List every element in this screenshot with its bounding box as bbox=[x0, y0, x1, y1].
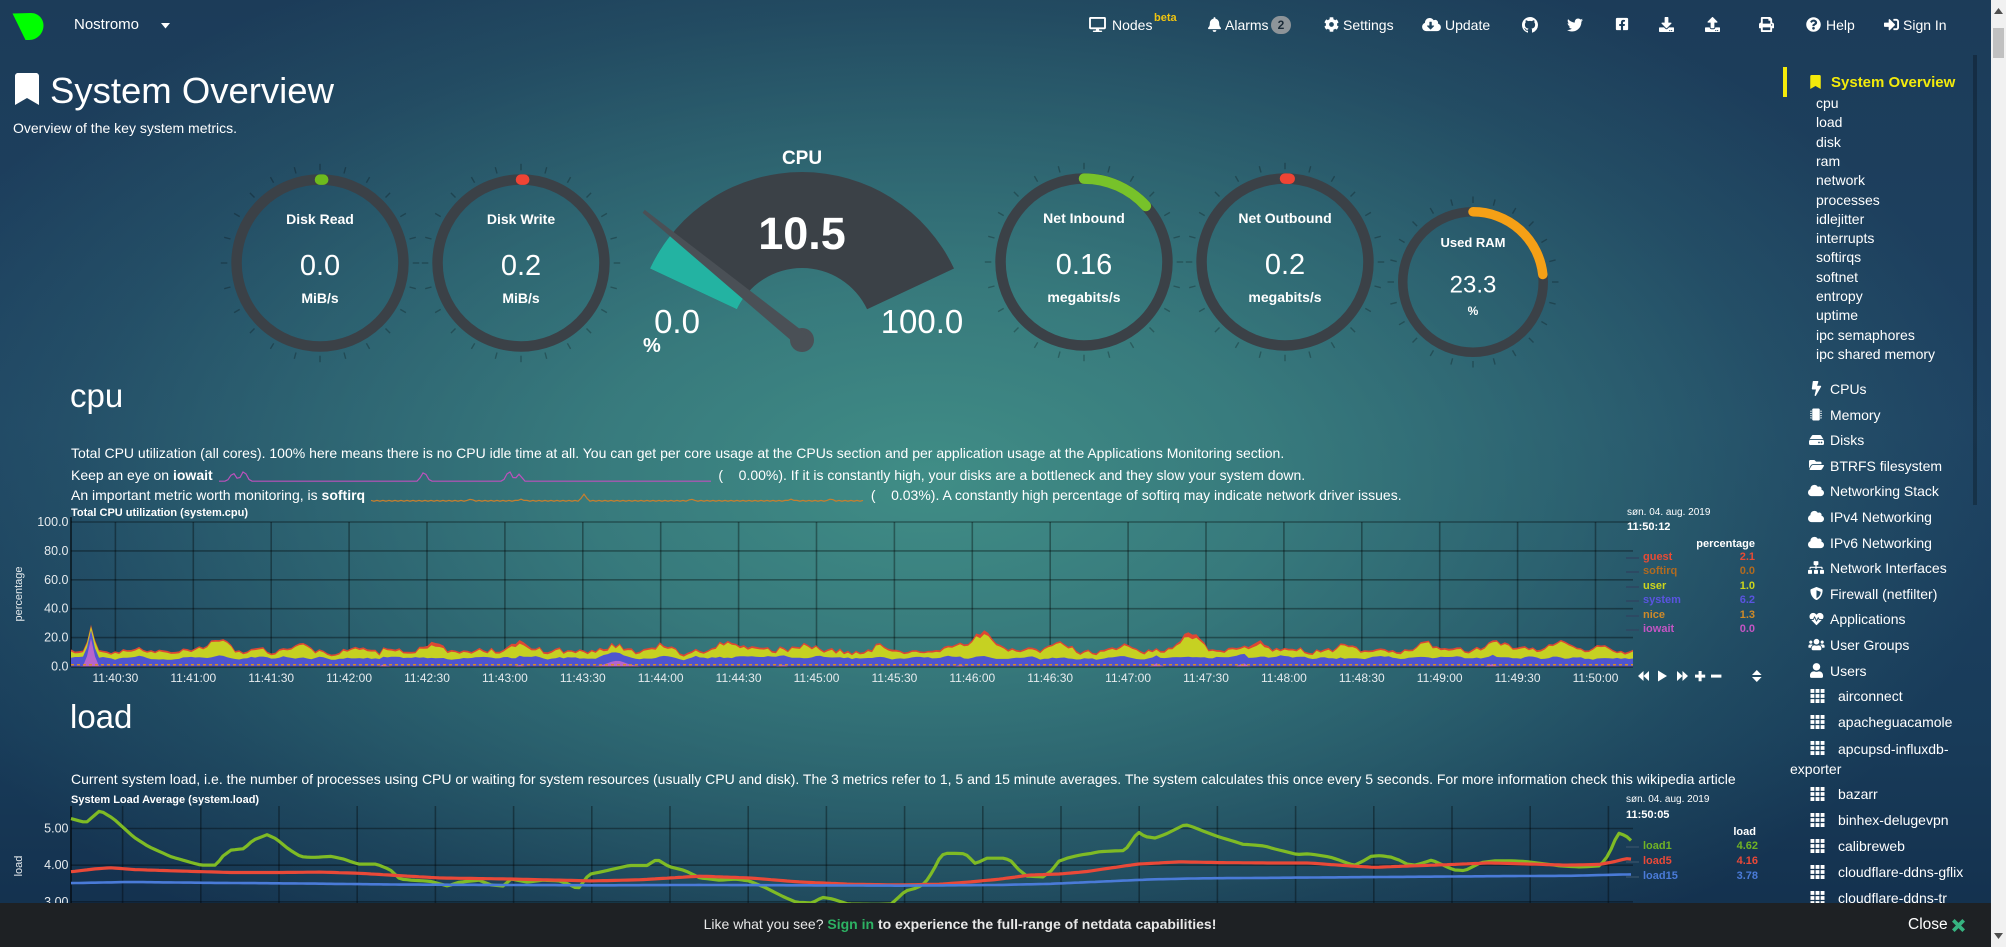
svg-text:percentage: percentage bbox=[13, 566, 25, 621]
svg-text:11:47:30: 11:47:30 bbox=[1183, 671, 1229, 685]
svg-text:11:44:00: 11:44:00 bbox=[638, 671, 684, 685]
svg-text:5.00: 5.00 bbox=[44, 822, 68, 836]
svg-text:0.16: 0.16 bbox=[1056, 249, 1112, 281]
svg-text:11:48:00: 11:48:00 bbox=[1261, 671, 1307, 685]
svg-text:Used RAM: Used RAM bbox=[1440, 235, 1505, 250]
svg-text:0.2: 0.2 bbox=[1265, 249, 1305, 281]
svg-text:MiB/s: MiB/s bbox=[502, 290, 540, 306]
svg-text:11:49:00: 11:49:00 bbox=[1417, 671, 1463, 685]
svg-text:11:45:00: 11:45:00 bbox=[794, 671, 840, 685]
svg-text:Net Inbound: Net Inbound bbox=[1043, 210, 1125, 226]
svg-text:11:40:30: 11:40:30 bbox=[92, 671, 138, 685]
svg-text:11:49:30: 11:49:30 bbox=[1495, 671, 1541, 685]
svg-text:Net Outbound: Net Outbound bbox=[1238, 210, 1331, 226]
svg-text:load: load bbox=[13, 856, 25, 877]
svg-text:11:47:00: 11:47:00 bbox=[1105, 671, 1151, 685]
svg-text:40.0: 40.0 bbox=[44, 602, 68, 616]
svg-text:11:41:30: 11:41:30 bbox=[248, 671, 294, 685]
svg-text:0.0: 0.0 bbox=[51, 660, 68, 674]
svg-text:megabits/s: megabits/s bbox=[1047, 289, 1120, 305]
svg-text:11:46:30: 11:46:30 bbox=[1027, 671, 1073, 685]
svg-text:60.0: 60.0 bbox=[44, 573, 68, 587]
svg-text:11:43:30: 11:43:30 bbox=[560, 671, 606, 685]
svg-text:11:50:00: 11:50:00 bbox=[1573, 671, 1619, 685]
svg-text:%: % bbox=[1468, 304, 1479, 318]
svg-text:100.0: 100.0 bbox=[37, 515, 68, 529]
svg-text:4.00: 4.00 bbox=[44, 858, 68, 872]
svg-text:80.0: 80.0 bbox=[44, 544, 68, 558]
svg-text:23.3: 23.3 bbox=[1450, 272, 1497, 299]
svg-text:Disk Read: Disk Read bbox=[286, 211, 354, 227]
svg-text:11:43:00: 11:43:00 bbox=[482, 671, 528, 685]
svg-text:megabits/s: megabits/s bbox=[1248, 289, 1321, 305]
svg-text:11:42:30: 11:42:30 bbox=[404, 671, 450, 685]
svg-text:MiB/s: MiB/s bbox=[301, 290, 339, 306]
svg-text:11:45:30: 11:45:30 bbox=[871, 671, 917, 685]
svg-text:11:44:30: 11:44:30 bbox=[716, 671, 762, 685]
svg-text:0.2: 0.2 bbox=[501, 250, 541, 282]
svg-text:Disk Write: Disk Write bbox=[487, 211, 555, 227]
svg-text:11:46:00: 11:46:00 bbox=[949, 671, 995, 685]
svg-text:11:42:00: 11:42:00 bbox=[326, 671, 372, 685]
svg-text:20.0: 20.0 bbox=[44, 631, 68, 645]
svg-text:11:41:00: 11:41:00 bbox=[170, 671, 216, 685]
svg-text:0.0: 0.0 bbox=[300, 250, 340, 282]
svg-text:11:48:30: 11:48:30 bbox=[1339, 671, 1385, 685]
